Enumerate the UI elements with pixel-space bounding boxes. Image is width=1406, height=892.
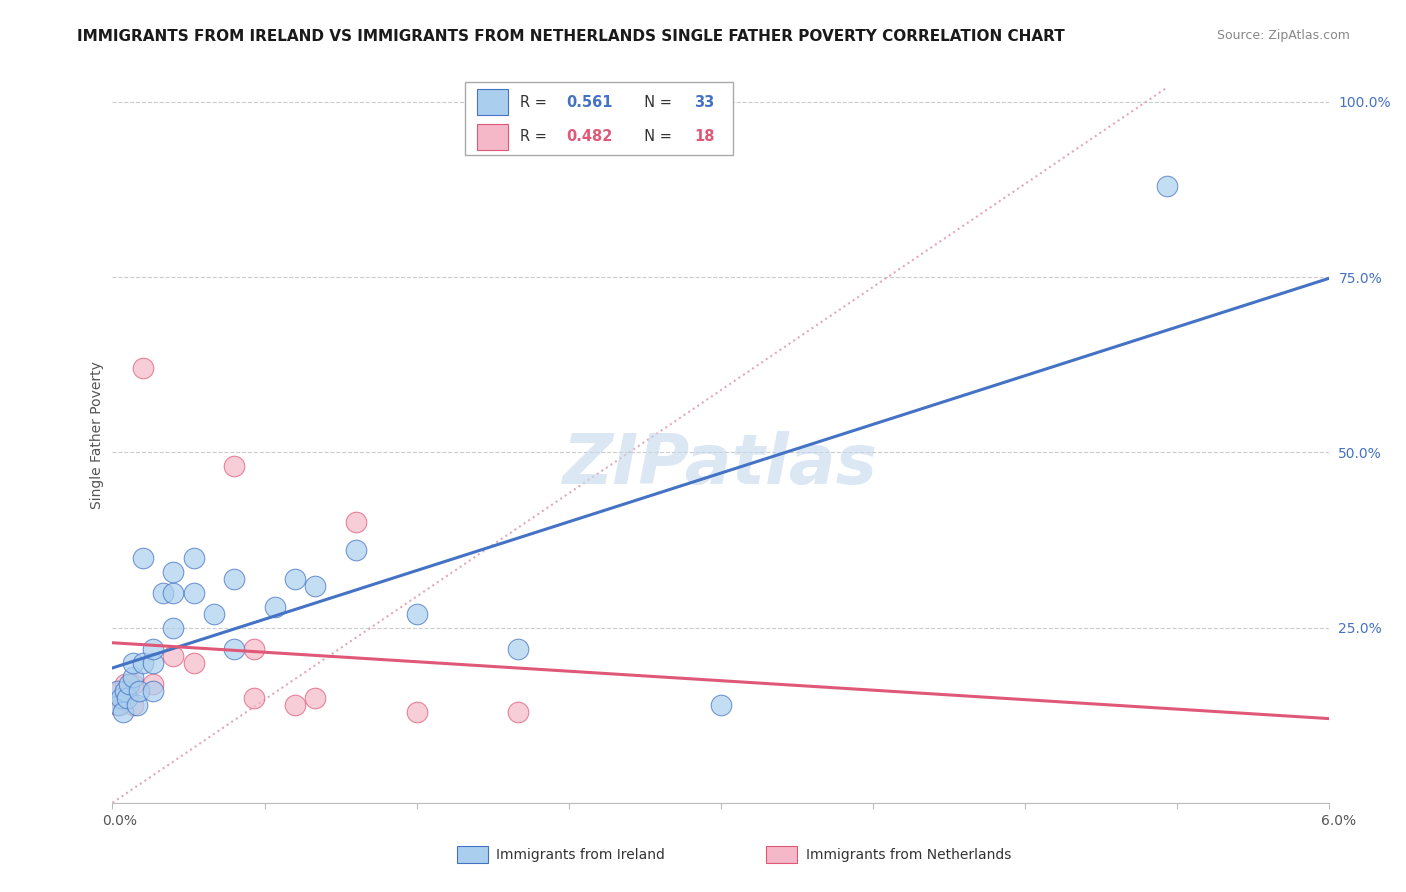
Point	[183, 550, 205, 565]
Point	[125, 698, 148, 712]
Text: ZIPatlas: ZIPatlas	[562, 431, 879, 498]
Point	[121, 698, 143, 712]
Point	[142, 683, 165, 698]
Text: 18: 18	[693, 129, 714, 145]
Text: R =: R =	[520, 129, 551, 145]
Point	[243, 641, 266, 656]
Point	[107, 698, 129, 712]
Point	[222, 641, 246, 656]
Point	[405, 607, 427, 621]
Text: IMMIGRANTS FROM IRELAND VS IMMIGRANTS FROM NETHERLANDS SINGLE FATHER POVERTY COR: IMMIGRANTS FROM IRELAND VS IMMIGRANTS FR…	[77, 29, 1066, 44]
Point	[709, 698, 731, 712]
FancyBboxPatch shape	[465, 81, 733, 155]
Point	[222, 459, 246, 474]
Point	[1156, 179, 1178, 194]
Point	[121, 670, 143, 684]
Point	[405, 705, 427, 719]
Point	[118, 676, 141, 690]
Text: Source: ZipAtlas.com: Source: ZipAtlas.com	[1216, 29, 1350, 42]
Point	[132, 656, 155, 670]
Point	[142, 676, 165, 690]
Point	[162, 565, 184, 579]
Text: 33: 33	[693, 95, 714, 110]
Text: 6.0%: 6.0%	[1322, 814, 1355, 828]
Point	[162, 585, 184, 599]
Point	[111, 690, 134, 705]
Text: 0.482: 0.482	[567, 129, 613, 145]
Point	[162, 648, 184, 663]
Point	[243, 690, 266, 705]
Point	[114, 676, 136, 690]
Y-axis label: Single Father Poverty: Single Father Poverty	[90, 361, 104, 508]
Point	[344, 516, 367, 530]
Point	[506, 641, 529, 656]
Point	[111, 705, 134, 719]
Point	[304, 578, 326, 592]
FancyBboxPatch shape	[477, 89, 508, 115]
Point	[162, 621, 184, 635]
Point	[183, 656, 205, 670]
Text: 0.561: 0.561	[567, 95, 613, 110]
FancyBboxPatch shape	[477, 124, 508, 150]
Point	[132, 550, 155, 565]
Point	[110, 690, 132, 705]
Point	[202, 607, 225, 621]
Point	[132, 361, 155, 376]
Point	[263, 599, 285, 614]
Text: N =: N =	[636, 95, 676, 110]
Text: Immigrants from Netherlands: Immigrants from Netherlands	[806, 847, 1011, 862]
Point	[142, 656, 165, 670]
Text: R =: R =	[520, 95, 551, 110]
Point	[304, 690, 326, 705]
Point	[121, 656, 143, 670]
Text: N =: N =	[636, 129, 676, 145]
Point	[284, 572, 307, 586]
Point	[107, 683, 129, 698]
Point	[121, 676, 143, 690]
Point	[128, 683, 150, 698]
Point	[142, 641, 165, 656]
Point	[222, 572, 246, 586]
Point	[284, 698, 307, 712]
Text: 0.0%: 0.0%	[103, 814, 136, 828]
Point	[114, 683, 136, 698]
Point	[152, 585, 174, 599]
Point	[506, 705, 529, 719]
Point	[105, 698, 128, 712]
Text: Immigrants from Ireland: Immigrants from Ireland	[496, 847, 665, 862]
Point	[183, 585, 205, 599]
Point	[105, 683, 128, 698]
Point	[115, 690, 138, 705]
Point	[344, 543, 367, 558]
